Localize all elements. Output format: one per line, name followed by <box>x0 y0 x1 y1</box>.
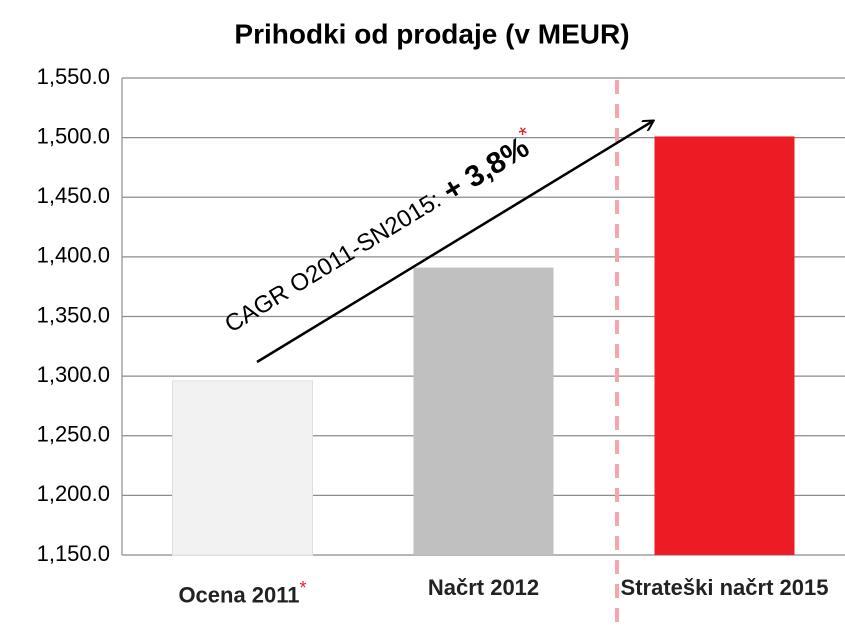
y-tick-label: 1,550.0 <box>37 64 110 89</box>
bar <box>654 136 795 555</box>
category-text: Ocena 2011 <box>178 582 300 608</box>
y-tick-label: 1,300.0 <box>37 362 110 387</box>
y-tick-label: 1,200.0 <box>37 481 110 506</box>
y-tick-label: 1,350.0 <box>37 302 110 327</box>
x-tick-label: Strateški načrt 2015 <box>605 574 845 602</box>
x-tick-label: Načrt 2012 <box>364 574 604 602</box>
bar <box>413 267 554 555</box>
category-text: Strateški načrt 2015 <box>620 575 829 600</box>
category-text: Načrt 2012 <box>427 575 540 600</box>
annotation-value: + 3,8% <box>437 131 535 208</box>
trend-arrow <box>256 121 653 364</box>
y-tick-label: 1,400.0 <box>37 243 110 268</box>
y-tick-label: 1,450.0 <box>37 183 110 208</box>
y-tick-label: 1,500.0 <box>37 123 110 148</box>
chart-title: Prihodki od prodaje (v MEUR) <box>234 18 629 49</box>
x-tick-label: Ocena 2011* <box>123 574 363 609</box>
bar <box>172 380 313 556</box>
y-tick-label: 1,150.0 <box>37 541 110 566</box>
y-tick-label: 1,250.0 <box>37 422 110 447</box>
footnote-marker: * <box>299 578 307 598</box>
